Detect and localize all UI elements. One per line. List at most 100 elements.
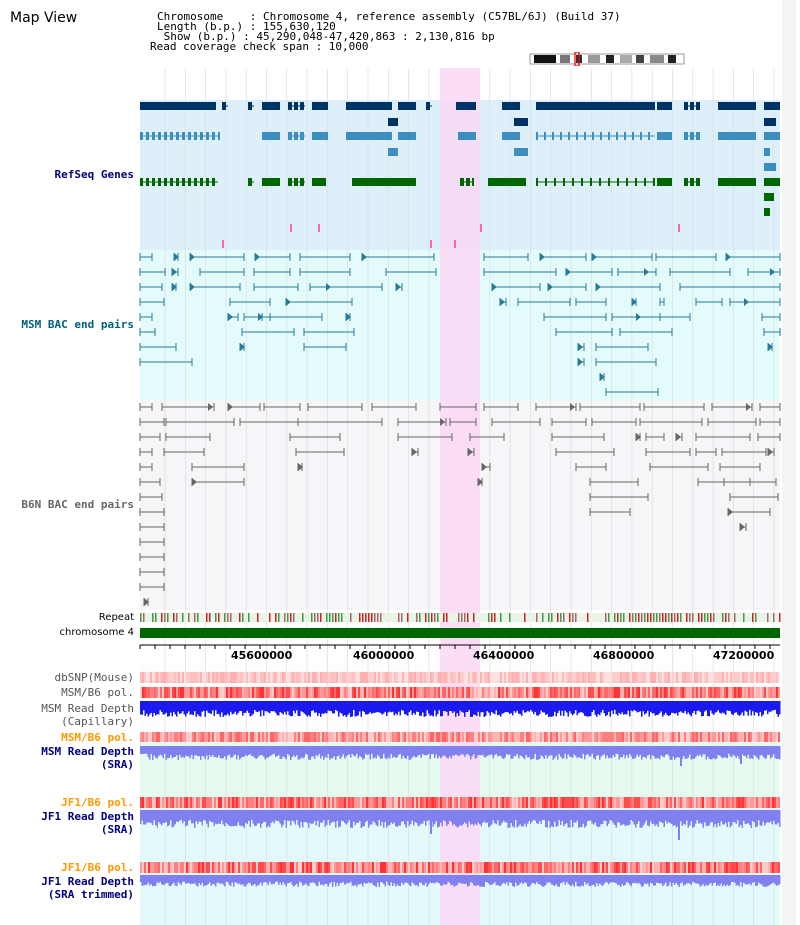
depth-bar [249, 701, 251, 717]
gene-exon [640, 102, 641, 110]
heat-cell [774, 797, 776, 808]
heat-cell [448, 862, 450, 873]
depth-bar [642, 810, 644, 826]
heat-cell [554, 862, 556, 873]
gene-exon [464, 102, 465, 110]
depth-bar [581, 701, 583, 713]
heat-cell [460, 797, 462, 808]
gene-exon [360, 132, 361, 140]
depth-bar [584, 810, 586, 828]
heat-cell [210, 797, 212, 808]
heat-cell [512, 862, 514, 873]
depth-bar [147, 875, 149, 883]
depth-bar [464, 875, 466, 884]
heat-cell [636, 687, 638, 698]
depth-bar [267, 810, 269, 826]
depth-bar [669, 810, 671, 824]
depth-bar [705, 701, 707, 711]
depth-bar [549, 810, 551, 828]
depth-bar [375, 875, 377, 887]
depth-bar [420, 810, 422, 824]
heat-cell [538, 797, 540, 808]
gene-exon [354, 132, 355, 140]
gene-exon [751, 132, 752, 140]
heat-cell [548, 687, 550, 698]
gene-exon [264, 132, 265, 140]
depth-bar [209, 875, 211, 883]
gene-exon [739, 102, 740, 110]
depth-bar [272, 746, 274, 755]
gene-exon [643, 102, 644, 110]
gene-exon [516, 132, 517, 140]
gene-exon [601, 102, 602, 110]
heat-cell [638, 732, 640, 742]
gene-exon [266, 132, 267, 140]
heat-cell [648, 862, 650, 873]
heat-cell [202, 672, 204, 683]
depth-bar [341, 810, 343, 821]
depth-bar [675, 746, 677, 758]
depth-bar [434, 701, 436, 711]
heat-cell [374, 862, 376, 873]
depth-bar [315, 810, 317, 826]
depth-bar [473, 875, 475, 886]
gene-exon [518, 178, 519, 186]
heat-cell [562, 862, 564, 873]
heat-cell [712, 862, 714, 873]
gene-exon [519, 102, 520, 110]
depth-bar [714, 810, 716, 824]
heat-cell [432, 687, 434, 698]
depth-bar [375, 810, 377, 826]
heat-cell [564, 672, 566, 683]
depth-bar [413, 746, 415, 757]
gene-exon [459, 102, 460, 110]
heat-cell [626, 672, 628, 683]
depth-bar [152, 746, 154, 760]
depth-bar [687, 746, 689, 758]
chromosome-ideogram[interactable] [528, 52, 688, 66]
depth-bar [555, 810, 557, 827]
depth-bar [176, 810, 178, 822]
repeat-feature [671, 613, 673, 622]
gene-exon [152, 132, 155, 140]
heat-cell [372, 797, 374, 808]
heat-cell [224, 687, 226, 698]
gene-exon [745, 178, 746, 186]
depth-bar [633, 810, 635, 825]
heat-cell [390, 862, 392, 873]
depth-bar [360, 746, 362, 758]
heat-cell [664, 672, 666, 683]
depth-bar [342, 746, 344, 755]
heat-cell [516, 797, 518, 808]
heat-cell [472, 687, 474, 698]
gene-exon [463, 132, 464, 140]
gene-exon [772, 118, 773, 126]
gene-exon [666, 178, 667, 186]
heat-cell [492, 797, 494, 808]
gene-exon [565, 102, 566, 110]
gene-exon [214, 102, 215, 110]
heat-cell [778, 687, 780, 698]
heat-cell [434, 862, 436, 873]
depth-bar [527, 810, 529, 824]
depth-bar [563, 810, 565, 827]
depth-bar [339, 810, 341, 827]
depth-bar [189, 810, 191, 820]
depth-bar [596, 701, 598, 717]
depth-bar [635, 701, 637, 711]
gene-exon [316, 102, 317, 110]
heat-cell [460, 672, 462, 683]
heat-cell [452, 862, 454, 873]
heat-cell [150, 797, 152, 808]
depth-bar [531, 746, 533, 760]
depth-bar [369, 701, 371, 713]
depth-bar [248, 701, 250, 713]
depth-bar [696, 746, 698, 756]
depth-bar [662, 746, 664, 757]
depth-bar [255, 746, 257, 759]
depth-bar [575, 746, 577, 757]
depth-bar [363, 810, 365, 827]
depth-bar [407, 875, 409, 884]
depth-bar [729, 701, 731, 712]
